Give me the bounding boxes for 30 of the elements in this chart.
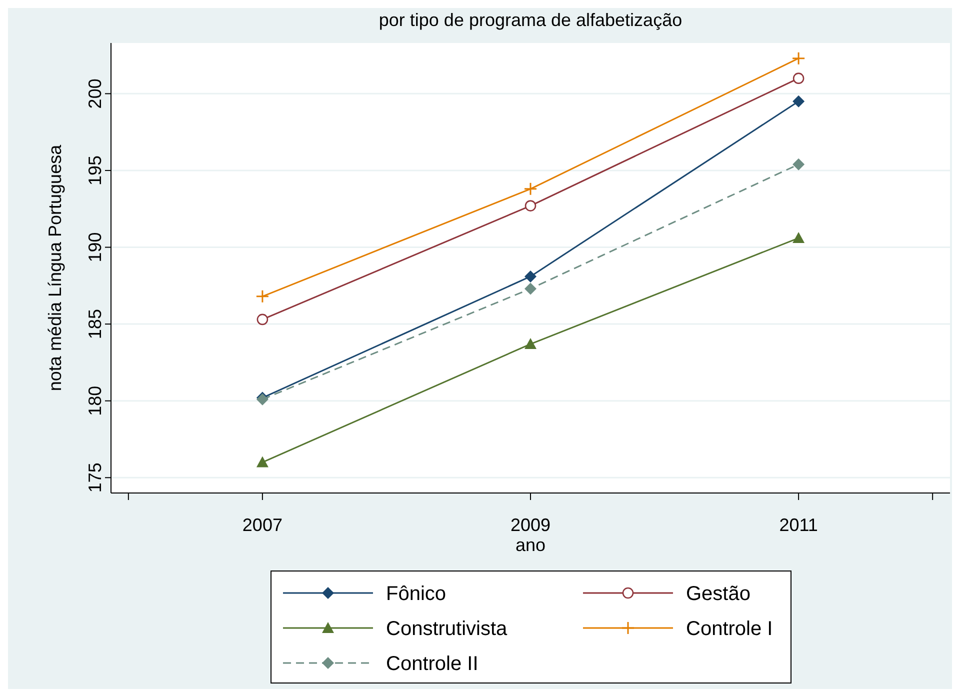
legend-label: Fônico [386, 583, 446, 605]
point [792, 232, 805, 244]
y-tick-label: 175 [85, 462, 105, 493]
chart-title: por tipo de programa de alfabetização [378, 10, 682, 30]
y-tick-label: 190 [85, 232, 105, 262]
y-tick-label: 180 [85, 386, 105, 416]
y-tick-label: 200 [85, 78, 105, 109]
point [524, 182, 538, 196]
point [256, 314, 268, 326]
y-axis-title: nota média Língua Portuguesa [45, 144, 65, 392]
point [524, 200, 536, 212]
legend-label: Gestão [686, 583, 750, 605]
x-axis-title: ano [515, 535, 546, 555]
point [792, 158, 805, 170]
x-tick-label: 2011 [779, 515, 818, 535]
point [524, 338, 536, 350]
point [792, 72, 804, 84]
point [792, 52, 806, 66]
x-tick-label: 2009 [510, 515, 551, 535]
point [524, 282, 536, 295]
point [256, 456, 268, 468]
y-tick-label: 185 [85, 309, 105, 340]
point [524, 270, 536, 282]
point [256, 290, 270, 304]
y-tick-label: 195 [85, 155, 105, 186]
x-tick-label: 2007 [242, 515, 282, 535]
legend-label: Controle II [386, 653, 478, 675]
point [792, 95, 805, 108]
legend-label: Controle I [686, 618, 773, 640]
legend-label: Construtivista [386, 618, 508, 640]
